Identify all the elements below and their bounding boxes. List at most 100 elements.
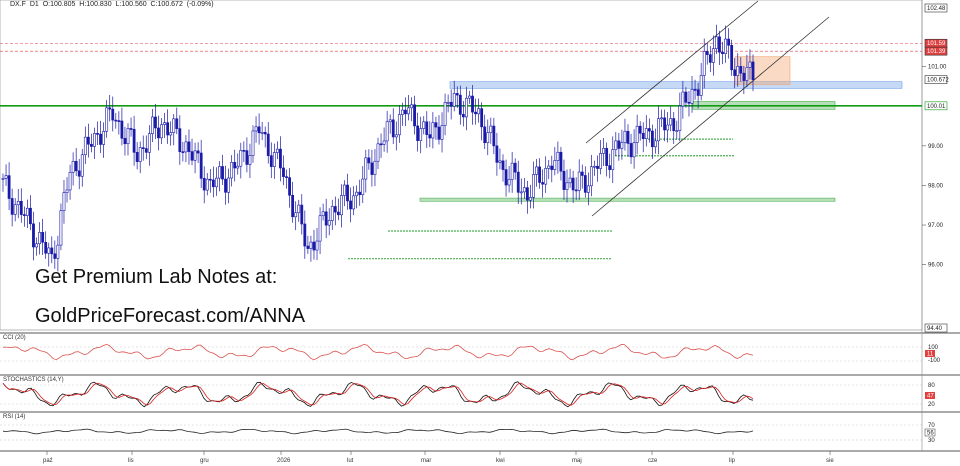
candle-body <box>282 167 285 177</box>
candle-body <box>77 170 81 177</box>
candle-body <box>388 119 392 123</box>
chart-header: DX.F D1 O:100.805 H:100.830 L:100.560 C:… <box>10 1 214 8</box>
candle-body <box>245 150 249 165</box>
candle-body <box>254 126 258 132</box>
candle-body <box>440 125 444 140</box>
price-tick-label: 101.00 <box>928 65 947 71</box>
candle-body <box>596 165 599 169</box>
candle-body <box>705 51 709 55</box>
candle-body <box>739 66 743 74</box>
candle-body <box>571 177 575 191</box>
candle-body <box>452 93 456 107</box>
candle-body <box>413 104 416 127</box>
candle-body <box>544 168 548 185</box>
candle-body <box>306 245 310 249</box>
candle-body <box>47 247 51 254</box>
channel-upper <box>585 0 759 144</box>
candle-body <box>181 151 185 153</box>
candle-body <box>361 178 365 196</box>
candle-body <box>123 137 127 145</box>
zone-blue <box>449 81 903 89</box>
candle-body <box>376 143 380 162</box>
candle-body <box>53 253 57 259</box>
candle-body <box>693 89 697 91</box>
candle-body <box>303 223 307 247</box>
candle-body <box>300 204 304 225</box>
candle-body <box>117 120 121 122</box>
high-value: H:100.830 <box>79 1 112 8</box>
candle-body <box>71 160 75 173</box>
candle-body <box>35 243 38 248</box>
candle-body <box>190 151 194 161</box>
candle-body <box>590 166 593 187</box>
date-tick-label: 2026 <box>277 458 291 464</box>
candle-body <box>330 206 334 221</box>
candle-body <box>404 109 407 115</box>
price-tick-label: 98.00 <box>928 183 944 189</box>
price-tick-label: 99.00 <box>928 144 944 150</box>
candle-body <box>32 223 35 248</box>
candle-body <box>474 111 477 115</box>
candle-body <box>154 116 157 129</box>
candle-body <box>236 165 240 169</box>
candle-body <box>59 210 63 246</box>
date-tick-label: sie <box>826 458 834 464</box>
candle-body <box>29 207 32 225</box>
candle-body <box>13 204 17 215</box>
candle-body <box>364 157 368 180</box>
candle-body <box>583 175 587 193</box>
promo-line-2[interactable]: GoldPriceForecast.com/ANNA <box>35 305 306 327</box>
price-tick-label: 100.672 <box>927 78 949 84</box>
candle-body <box>468 95 471 99</box>
candle-body <box>373 160 377 175</box>
candle-body <box>175 118 179 129</box>
date-tick-label: gru <box>200 458 209 464</box>
date-tick-label: cze <box>648 458 658 464</box>
candle-body <box>516 171 520 193</box>
price-badge <box>924 101 948 111</box>
price-badge <box>924 75 948 84</box>
candle-body <box>266 133 270 156</box>
candle-body <box>215 177 218 188</box>
candle-body <box>699 75 703 96</box>
candle-body <box>443 102 447 126</box>
candle-body <box>650 130 654 148</box>
candle-body <box>577 171 581 191</box>
date-tick-label: mar <box>421 458 431 464</box>
candle-body <box>458 94 462 115</box>
rsi-tick: 30 <box>928 438 935 444</box>
candle-body <box>471 95 474 113</box>
candle-body <box>163 122 166 125</box>
candle-body <box>461 114 465 118</box>
candle-body <box>50 247 54 255</box>
candle-body <box>129 128 133 130</box>
candle-body <box>708 54 712 63</box>
candle-body <box>279 148 282 169</box>
price-tick-label: 101.39 <box>927 49 946 55</box>
candle-body <box>41 232 45 243</box>
candle-body <box>745 67 749 81</box>
candle-body <box>416 125 420 141</box>
candle-body <box>157 127 160 139</box>
candle-body <box>727 38 731 46</box>
candle-body <box>666 124 670 131</box>
candle-body <box>86 136 90 145</box>
candle-body <box>62 192 66 212</box>
candle-body <box>654 140 657 148</box>
date-tick-label: lut <box>347 458 354 464</box>
candle-body <box>385 121 389 142</box>
candle-body <box>227 177 231 193</box>
rsi-line <box>2 428 754 435</box>
date-tick-label: lis <box>128 458 134 464</box>
candle-body <box>340 195 343 216</box>
candle-body <box>367 157 371 164</box>
candle-body <box>16 200 20 206</box>
candle-body <box>111 108 115 121</box>
candle-body <box>394 134 398 138</box>
candle-body <box>178 128 182 152</box>
candle-body <box>751 61 755 80</box>
candle-body <box>126 128 130 145</box>
price-badge <box>924 46 948 56</box>
candle-body <box>19 200 23 215</box>
